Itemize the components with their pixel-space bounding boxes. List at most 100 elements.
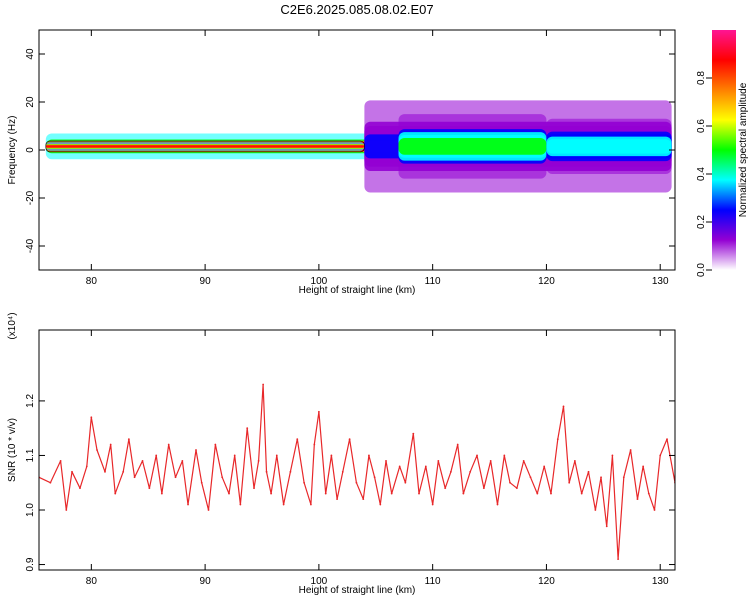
snr-y-label: SNR (10 * v/v): [7, 418, 18, 482]
snr-point: [324, 492, 327, 495]
snr-point: [437, 460, 440, 462]
colorbar-tick-label: 0.4: [696, 167, 707, 181]
snr-point: [155, 454, 158, 457]
snr-point: [529, 476, 532, 479]
snr-point: [496, 503, 499, 506]
snr-data: [39, 383, 675, 560]
snr-point: [594, 509, 597, 511]
snr-point: [246, 427, 249, 430]
snr-point: [71, 470, 73, 473]
x-tick-label: 110: [425, 276, 441, 287]
colorbar-ticks: 0.0 0.2 0.4 0.6 0.8: [696, 71, 712, 277]
colorbar-tick-label: 0.2: [696, 215, 707, 229]
snr-point: [543, 465, 546, 468]
snr-point: [65, 509, 68, 511]
snr-point: [622, 476, 625, 479]
snr-point: [310, 503, 312, 506]
snr-point: [141, 460, 144, 462]
snr-point: [148, 487, 151, 490]
snr-point: [85, 465, 88, 468]
snr-point: [509, 481, 511, 484]
snr-point: [476, 454, 478, 457]
x-tick-label: 90: [200, 276, 212, 287]
colorbar-tick-label: 0.0: [696, 263, 707, 277]
colorbar-label: Normalized spectral amplitude: [738, 82, 749, 217]
snr-point: [522, 460, 525, 462]
snr-point: [418, 492, 420, 495]
snr-point: [424, 465, 427, 468]
snr-point: [59, 460, 62, 462]
snr-point: [330, 454, 333, 457]
snr-point: [536, 492, 539, 495]
snr-point: [562, 405, 565, 408]
figure-title: C2E6.2025.085.08.02.E07: [280, 2, 433, 17]
snr-point: [289, 470, 292, 473]
snr-panel: 80 90 100 110 120 130 0.9 1.0 1.1 1.2 Height of …: [7, 312, 676, 596]
snr-point: [362, 498, 365, 500]
colorbar-tick-label: 0.8: [696, 71, 707, 85]
snr-point: [653, 509, 656, 511]
snr-point: [573, 460, 576, 462]
snr-point: [233, 454, 236, 457]
snr-point: [404, 481, 407, 484]
snr-point: [122, 470, 125, 473]
snr-point: [355, 481, 358, 484]
snr-point: [373, 476, 376, 479]
y-tick-label: 1.1: [25, 448, 36, 462]
snr-point: [253, 487, 255, 490]
snr-point: [390, 492, 393, 495]
spectrogram-band: [45, 145, 365, 148]
y-tick-label: 40: [25, 48, 36, 60]
snr-x-label: Height of straight line (km): [299, 585, 416, 596]
snr-point: [666, 438, 668, 440]
snr-point: [617, 558, 620, 560]
snr-point: [385, 460, 387, 462]
spectrogram-data: [45, 100, 672, 193]
x-tick-label: 130: [652, 276, 669, 287]
snr-point: [336, 498, 338, 500]
snr-point: [181, 460, 184, 462]
x-tick-label: 100: [311, 276, 328, 287]
snr-series-line: [39, 383, 675, 560]
x-tick-label: 80: [86, 276, 98, 287]
snr-point: [127, 438, 130, 440]
snr-point: [228, 492, 230, 495]
snr-point: [207, 509, 210, 511]
y-tick-label: 0.9: [25, 557, 36, 571]
snr-y-axis: 0.9 1.0 1.1 1.2: [25, 394, 675, 571]
spectrogram-y-axis: -40 -20 0 20 40: [25, 48, 675, 253]
snr-x-axis: 80 90 100 110 120 130: [86, 330, 669, 587]
snr-point: [49, 481, 52, 484]
snr-point: [90, 416, 93, 419]
snr-point: [303, 481, 305, 484]
colorbar-gradient: [712, 30, 736, 270]
x-tick-label: 120: [538, 576, 555, 587]
y-tick-label: 1.2: [25, 394, 36, 408]
snr-point: [482, 487, 485, 490]
snr-point: [444, 487, 447, 490]
snr-point: [265, 470, 268, 473]
spectrogram-band-outline: [45, 140, 365, 153]
snr-point: [221, 476, 224, 479]
y-tick-label: -20: [25, 190, 36, 205]
snr-point: [556, 438, 559, 440]
snr-multiplier: (x10⁴): [7, 312, 18, 339]
snr-point: [167, 443, 170, 446]
x-tick-label: 100: [311, 576, 328, 587]
y-tick-label: -40: [25, 238, 36, 253]
snr-point: [104, 470, 106, 473]
snr-point: [550, 492, 552, 495]
snr-frame: [38, 329, 676, 571]
snr-point: [317, 410, 320, 413]
snr-point: [659, 454, 662, 457]
snr-point: [449, 470, 452, 473]
snr-point: [515, 487, 518, 490]
snr-point: [636, 498, 639, 500]
x-tick-label: 80: [86, 576, 98, 587]
snr-point: [642, 465, 645, 468]
snr-point: [462, 492, 465, 495]
snr-point: [348, 438, 351, 440]
spectrogram-panel: 80 90 100 110 120 130 -40 -20 0 20 40 Height of s…: [7, 29, 676, 296]
snr-point: [398, 465, 401, 468]
